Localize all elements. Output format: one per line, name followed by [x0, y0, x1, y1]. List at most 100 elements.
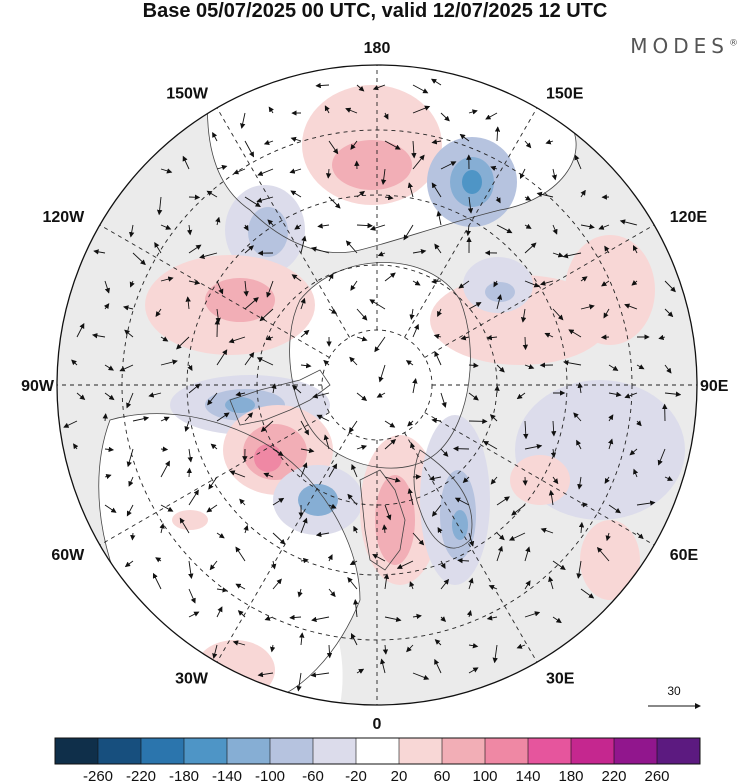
- wind-arrow: [179, 517, 190, 534]
- colorbar-label: 140: [515, 768, 540, 783]
- wind-arrow: [409, 308, 415, 320]
- wind-arrow: [378, 364, 386, 383]
- wind-arrow: [524, 546, 531, 562]
- anomaly-positive: [172, 510, 208, 530]
- wind-arrow: [263, 139, 274, 145]
- wind-arrow: [310, 246, 330, 254]
- wind-arrow: [257, 671, 274, 678]
- wind-arrow: [289, 168, 302, 174]
- wind-arrow: [160, 336, 169, 342]
- wind-arrow: [300, 329, 310, 338]
- colorbar-label: -260: [83, 768, 113, 783]
- wind-arrow: [155, 308, 162, 318]
- coastline: [413, 449, 473, 549]
- wind-arrow: [377, 251, 386, 257]
- wind-arrow: [486, 334, 498, 341]
- wind-arrow: [207, 392, 218, 406]
- wind-arrow: [315, 531, 330, 538]
- map-title: Base 05/07/2025 00 UTC, valid 12/07/2025…: [142, 0, 608, 22]
- wind-arrow: [76, 392, 86, 401]
- wind-arrow: [244, 352, 255, 366]
- wind-arrow: [409, 442, 416, 450]
- wind-arrow: [580, 189, 586, 198]
- wind-arrow: [210, 443, 218, 450]
- wind-arrow: [412, 105, 431, 114]
- wind-arrow: [636, 420, 642, 427]
- wind-arrow: [520, 308, 527, 323]
- wind-arrow: [411, 140, 417, 159]
- wind-arrow: [256, 196, 274, 203]
- wind-arrow: [212, 644, 218, 659]
- wind-arrow: [289, 614, 302, 621]
- wind-arrow: [356, 336, 368, 342]
- wind-arrow: [468, 362, 479, 369]
- longitude-label: 0: [373, 716, 382, 733]
- colorbar-bin: [442, 738, 486, 764]
- wind-arrow: [552, 616, 562, 624]
- wind-arrow: [126, 392, 134, 409]
- wind-arrow: [578, 521, 585, 534]
- wind-arrow: [467, 196, 474, 214]
- colorbar-bin: [313, 738, 357, 764]
- wind-arrow: [524, 195, 532, 201]
- reference-vector: 30: [648, 684, 701, 709]
- colorbar-bin: [356, 738, 400, 764]
- wind-arrow: [156, 196, 163, 216]
- wind-arrow: [132, 416, 150, 422]
- wind-arrow: [406, 644, 414, 653]
- wind-arrow: [440, 616, 447, 622]
- wind-arrow: [412, 248, 427, 255]
- wind-arrow: [232, 640, 246, 646]
- wind-arrow: [552, 476, 559, 485]
- wind-arrow: [260, 420, 274, 432]
- coastline: [289, 262, 471, 469]
- wind-arrow: [563, 360, 582, 366]
- wind-arrow: [297, 588, 303, 598]
- wind-arrow: [536, 191, 554, 198]
- wind-arrow: [104, 392, 115, 401]
- wind-arrow: [244, 245, 254, 254]
- wind-arrow: [71, 359, 78, 366]
- wind-arrow: [186, 224, 193, 236]
- wind-arrow: [458, 280, 470, 289]
- wind-arrow: [493, 280, 499, 288]
- wind-arrow: [486, 615, 498, 621]
- wind-arrow: [316, 414, 330, 422]
- wind-arrow: [440, 578, 450, 590]
- wind-arrow: [384, 272, 396, 282]
- wind-arrow: [608, 438, 614, 450]
- wind-arrow: [209, 560, 218, 571]
- wind-arrow: [244, 196, 261, 208]
- wind-arrow: [350, 280, 358, 291]
- wind-arrow: [429, 475, 442, 481]
- wind-arrow: [412, 672, 430, 680]
- wind-arrow: [552, 252, 564, 258]
- wind-arrow: [244, 412, 253, 422]
- wind-arrow: [516, 643, 526, 649]
- wind-arrow: [488, 585, 498, 590]
- wind-arrow: [437, 526, 443, 534]
- wind-arrow: [155, 557, 162, 563]
- wind-arrow: [624, 392, 638, 399]
- wind-arrow: [290, 136, 302, 142]
- wind-arrow: [356, 392, 368, 402]
- colorbar-label: 220: [601, 768, 626, 783]
- wind-arrow: [489, 414, 498, 422]
- wind-arrow: [216, 532, 225, 539]
- wind-arrow: [327, 554, 333, 562]
- wind-arrow: [384, 420, 396, 428]
- wind-arrow: [228, 336, 246, 344]
- wind-arrow: [103, 303, 110, 310]
- colorbar-bin: [141, 738, 185, 764]
- colorbar-bin: [98, 738, 142, 764]
- wind-arrow: [619, 219, 638, 226]
- wind-arrow: [188, 588, 196, 604]
- wind-arrow: [431, 182, 442, 198]
- wind-arrow: [206, 504, 218, 513]
- wind-arrow: [576, 560, 582, 579]
- wind-arrow: [328, 140, 339, 155]
- wind-arrow: [405, 360, 414, 366]
- wind-arrow: [384, 194, 394, 201]
- wind-arrow: [296, 672, 302, 692]
- wind-arrow: [657, 448, 666, 466]
